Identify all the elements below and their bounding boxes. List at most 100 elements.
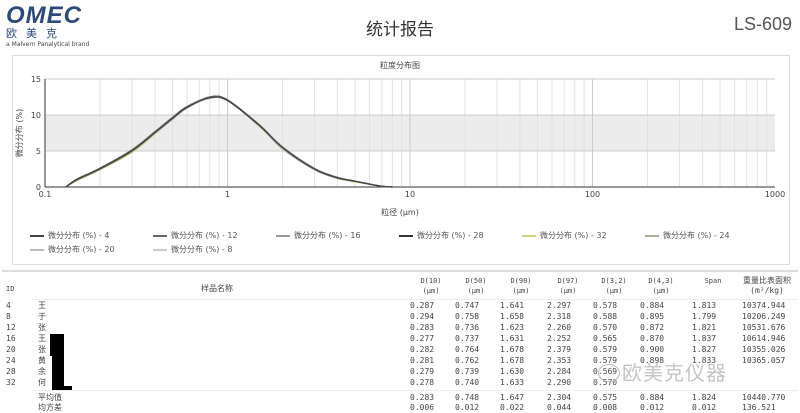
redaction-block bbox=[52, 356, 64, 390]
cell-value: 1.678 bbox=[500, 356, 525, 365]
cell-value: 10440.770 bbox=[742, 393, 786, 402]
cell-value: 10531.676 bbox=[742, 323, 786, 332]
legend-item: 微分分布 (%) - 16 bbox=[276, 230, 361, 241]
particle-size-chart: 0 5 10 15 0.1 1 10 100 1000 微分分布 (%) bbox=[14, 75, 785, 199]
column-header: ID bbox=[6, 285, 15, 293]
y-axis-label: 微分分布 (%) bbox=[14, 109, 24, 157]
cell-value: 0.570 bbox=[593, 323, 618, 332]
y-tick-label: 5 bbox=[36, 147, 41, 156]
cell-value: 0.588 bbox=[593, 312, 618, 321]
legend-label: 微分分布 (%) - 24 bbox=[663, 231, 730, 240]
y-tick-label: 15 bbox=[31, 75, 41, 84]
legend-item: 微分分布 (%) - 12 bbox=[153, 230, 238, 241]
cell-value: 1.827 bbox=[692, 345, 717, 354]
legend-label: 微分分布 (%) - 32 bbox=[540, 231, 607, 240]
cell-value: 0.281 bbox=[410, 356, 435, 365]
cell-value: 10614.946 bbox=[742, 334, 786, 343]
cell-value: 1.678 bbox=[500, 345, 525, 354]
cell-value: 1.833 bbox=[692, 356, 717, 365]
cell-value: 0.884 bbox=[640, 393, 665, 402]
x-tick-label: 1 bbox=[225, 190, 230, 199]
row-id: 28 bbox=[6, 367, 16, 376]
cell-value: 2.260 bbox=[547, 323, 572, 332]
summary-divider bbox=[32, 390, 798, 391]
cell-value: 1.813 bbox=[692, 301, 717, 310]
legend-item: 微分分布 (%) - 4 bbox=[30, 230, 109, 241]
column-header: D(97) (μm) bbox=[557, 277, 579, 295]
cell-value: 0.895 bbox=[640, 312, 665, 321]
brand-line: a Malvern Panalytical brand bbox=[6, 41, 90, 48]
cell-value: 0.283 bbox=[410, 393, 435, 402]
report-title: 统计报告 bbox=[366, 20, 434, 40]
legend-item: 微分分布 (%) - 32 bbox=[522, 230, 607, 241]
row-id: 16 bbox=[6, 334, 16, 343]
legend-item: 微分分布 (%) - 20 bbox=[30, 244, 115, 255]
cell-value: 0.044 bbox=[547, 403, 572, 412]
column-header: D(3,2) (μm) bbox=[601, 277, 627, 295]
logo-cn: 欧美克 bbox=[6, 27, 66, 40]
legend-label: 微分分布 (%) - 12 bbox=[171, 231, 238, 240]
cell-value: 1.641 bbox=[500, 301, 525, 310]
legend-label: 微分分布 (%) - 8 bbox=[171, 245, 233, 254]
cell-value: 2.290 bbox=[547, 378, 572, 387]
cell-value: 0.900 bbox=[640, 345, 665, 354]
cell-value: 0.870 bbox=[640, 334, 665, 343]
cell-value: 10355.026 bbox=[742, 345, 786, 354]
cell-value: 136.521 bbox=[742, 403, 776, 412]
legend-label: 微分分布 (%) - 20 bbox=[48, 245, 115, 254]
sample-name: 张 bbox=[38, 323, 46, 332]
redaction-block bbox=[54, 386, 72, 390]
cell-value: 2.353 bbox=[547, 356, 572, 365]
column-header: D(4,3) (μm) bbox=[648, 277, 674, 295]
legend-item: 微分分布 (%) - 24 bbox=[645, 230, 730, 241]
statistics-table: ID 样品名称 D(10) (μm) D(50) (μm) D(90) (μm) D(97… bbox=[2, 270, 798, 412]
cell-value: 2.297 bbox=[547, 301, 572, 310]
row-id: 24 bbox=[6, 356, 16, 365]
cell-value: 0.747 bbox=[455, 301, 480, 310]
series-line-4 bbox=[65, 96, 393, 188]
sample-name: 于 bbox=[38, 312, 46, 321]
row-id: 20 bbox=[6, 345, 16, 354]
legend-item: 微分分布 (%) - 28 bbox=[399, 230, 484, 241]
sample-name: 黄 bbox=[38, 356, 46, 365]
cell-value: 0.579 bbox=[593, 345, 618, 354]
cell-value: 1.658 bbox=[500, 312, 525, 321]
cell-value: 0.748 bbox=[455, 393, 480, 402]
cell-value: 0.764 bbox=[455, 345, 480, 354]
cell-value: 1.633 bbox=[500, 378, 525, 387]
legend-swatch bbox=[153, 248, 167, 251]
legend-swatch bbox=[522, 234, 536, 237]
cell-value: 1.837 bbox=[692, 334, 717, 343]
sample-name: 王 bbox=[38, 301, 46, 310]
y-tick-label: 10 bbox=[31, 111, 41, 120]
cell-value: 0.736 bbox=[455, 323, 480, 332]
x-tick-label: 10 bbox=[405, 190, 415, 199]
cell-value: 0.737 bbox=[455, 334, 480, 343]
cell-value: 2.304 bbox=[547, 393, 572, 402]
cell-value: 0.012 bbox=[640, 403, 665, 412]
row-id: 12 bbox=[6, 323, 16, 332]
sample-name: 何 bbox=[38, 378, 46, 387]
cell-value: 2.379 bbox=[547, 345, 572, 354]
cell-value: 0.279 bbox=[410, 367, 435, 376]
column-header: D(90) (μm) bbox=[510, 277, 532, 295]
legend-swatch bbox=[645, 234, 659, 237]
cell-value: 0.740 bbox=[455, 378, 480, 387]
row-id: 32 bbox=[6, 378, 16, 387]
legend-swatch bbox=[30, 234, 44, 237]
cell-value: 1.824 bbox=[692, 393, 717, 402]
legend-label: 微分分布 (%) - 16 bbox=[294, 231, 361, 240]
legend-swatch bbox=[276, 234, 290, 237]
x-tick-label: 100 bbox=[585, 190, 600, 199]
column-header: D(10) (μm) bbox=[420, 277, 442, 295]
cell-value: 0.294 bbox=[410, 312, 435, 321]
cell-value: 0.898 bbox=[640, 356, 665, 365]
cell-value: 0.570 bbox=[593, 378, 618, 387]
sample-name: 张 bbox=[38, 345, 46, 354]
legend-item: 微分分布 (%) - 8 bbox=[153, 244, 232, 255]
cell-value: 0.872 bbox=[640, 323, 665, 332]
cell-value: 0.287 bbox=[410, 301, 435, 310]
cell-value: 0.278 bbox=[410, 378, 435, 387]
cell-value: 0.578 bbox=[593, 301, 618, 310]
cell-value: 10365.057 bbox=[742, 356, 786, 365]
